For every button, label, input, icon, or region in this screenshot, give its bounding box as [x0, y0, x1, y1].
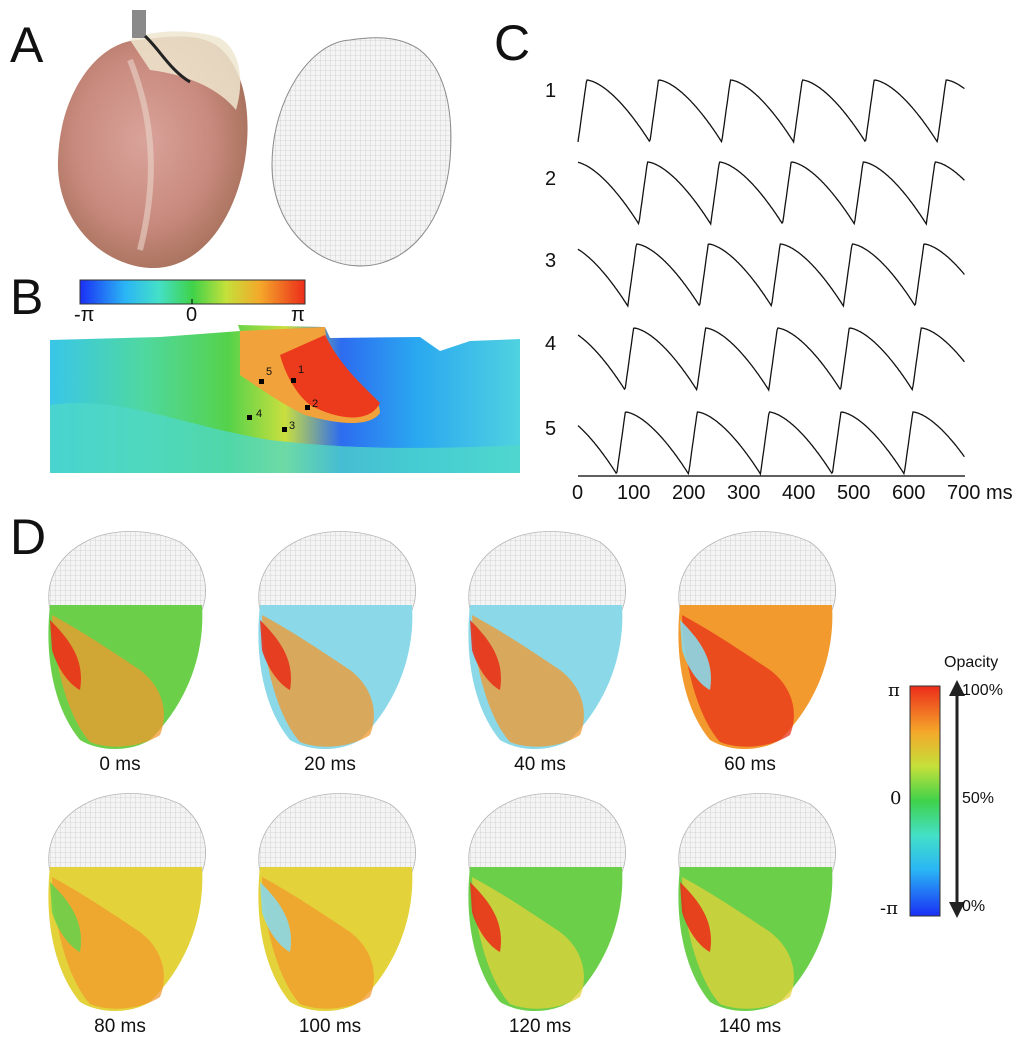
trace-label-5: 5 — [545, 418, 557, 440]
site-label-3: 3 — [289, 420, 296, 432]
phase-colorbar — [909, 685, 941, 917]
site-label-1: 1 — [298, 364, 305, 376]
frame-time-label-1: 20 ms — [304, 754, 356, 775]
panel-label-d: D — [10, 509, 47, 565]
trace-series-3 — [577, 243, 965, 308]
site-label-4: 4 — [256, 408, 263, 420]
colorbar-d-opacity-min: 0% — [962, 898, 986, 915]
trace-series-1 — [577, 79, 965, 144]
recording-sites — [247, 378, 310, 432]
x-tick-400: 400 — [782, 482, 816, 504]
opacity-title: Opacity — [944, 654, 999, 671]
colorbar-b-mid-label: 0 — [186, 304, 198, 326]
colorbar-d-phase-max: π — [888, 680, 900, 701]
site-label-2: 2 — [312, 398, 319, 410]
frame-time-label-7: 140 ms — [718, 1016, 782, 1037]
panel-label-b: B — [10, 269, 44, 325]
colorbar-d-phase-mid: 0 — [890, 788, 902, 809]
x-tick-100: 100 — [617, 482, 651, 504]
heart-frame-7 — [678, 793, 836, 1011]
heart-frame-0 — [48, 531, 206, 749]
frame-time-label-6: 120 ms — [508, 1016, 572, 1037]
x-tick-300: 300 — [727, 482, 761, 504]
heart-frame-4 — [48, 793, 206, 1011]
trace-label-1: 1 — [545, 80, 557, 102]
colorbar-d-phase-min: -π — [880, 898, 898, 919]
trace-series-2 — [577, 161, 965, 226]
trace-series-4 — [577, 327, 965, 392]
trace-series-5 — [577, 411, 965, 476]
x-tick-200: 200 — [672, 482, 706, 504]
heart-frame-1 — [258, 531, 416, 749]
colorbar-b-min-label: -π — [74, 304, 95, 326]
heart-frame-3 — [678, 531, 836, 749]
panel-d-colorbar — [909, 680, 965, 918]
panel-d-frames: 0 ms 20 ms 40 ms 60 ms 80 ms 100 ms 120 ms 140 … — [30, 520, 890, 1051]
x-tick-600: 600 — [892, 482, 926, 504]
colorbar-b-max-label: π — [291, 304, 305, 326]
heart-photo — [57, 10, 248, 269]
frame-time-label-0: 0 ms — [99, 754, 141, 775]
time-axis-ticks: 0 100 200 300 400 500 600 700 ms — [570, 482, 1025, 506]
trace-label-4: 4 — [545, 333, 557, 355]
frame-time-label-2: 40 ms — [514, 754, 566, 775]
panel-label-c: C — [494, 15, 531, 71]
frame-time-label-3: 60 ms — [724, 754, 776, 775]
trace-label-2: 2 — [545, 168, 557, 190]
panel-label-a: A — [10, 17, 44, 73]
panel-b-figure — [50, 279, 520, 473]
x-axis-unit: ms — [986, 482, 1013, 504]
panel-a-figure — [57, 10, 452, 269]
heart-mesh — [271, 37, 452, 267]
frame-time-label-4: 80 ms — [94, 1016, 146, 1037]
colorbar-d-opacity-mid: 50% — [962, 790, 995, 807]
panel-c-traces — [577, 79, 965, 477]
heart-frame-2 — [468, 531, 626, 749]
x-tick-500: 500 — [837, 482, 871, 504]
site-label-5: 5 — [266, 366, 273, 378]
frame-time-label-5: 100 ms — [298, 1016, 362, 1037]
x-tick-0: 0 — [572, 482, 584, 504]
trace-label-3: 3 — [545, 250, 557, 272]
x-tick-700: 700 — [947, 482, 981, 504]
colorbar-d-opacity-max: 100% — [962, 682, 1003, 699]
heart-frame-6 — [468, 793, 626, 1011]
heart-frame-5 — [258, 793, 416, 1011]
